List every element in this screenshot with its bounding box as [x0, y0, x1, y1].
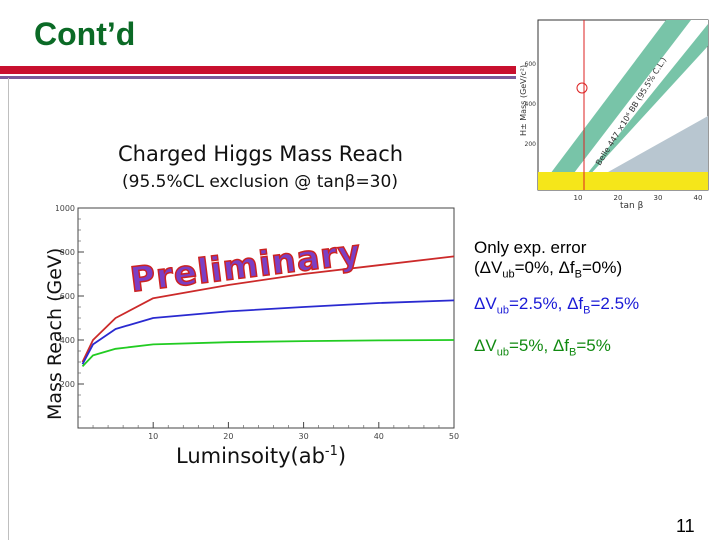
chart-subtitle-suffix: =30): [355, 172, 398, 192]
note-only-exp-line2: (ΔVub=0%, ΔfB=0%): [474, 258, 622, 284]
note-only-exp-close: =0%): [581, 258, 623, 277]
note-only-exp: Only exp. error (ΔVub=0%, ΔfB=0%): [474, 238, 622, 284]
inset-y-tick-label: 600: [525, 61, 537, 68]
x-tick-label: 30: [299, 432, 309, 440]
chart-subtitle-beta: β: [344, 172, 356, 192]
chart-subtitle: (95.5%CL exclusion @ tanβ=30): [122, 172, 398, 192]
x-tick-label: 10: [148, 432, 158, 440]
y-tick-label: 800: [60, 248, 75, 257]
note-blue-sub2: B: [583, 304, 591, 317]
series-line-1: [81, 255, 455, 363]
note-blue-a: ΔV: [474, 294, 497, 313]
note-green-b: =5%, Δf: [508, 336, 569, 355]
inset-plot: Belle 447 ×10⁶ BB (95.5% C.L.) H± Mass (…: [516, 16, 716, 212]
inset-ylabel: H± Mass (GeV/c²): [519, 65, 528, 136]
note-blue-c: =2.5%: [590, 294, 640, 313]
chart-subtitle-prefix: (95.5%CL exclusion @ tan: [122, 172, 345, 192]
note-green-sub1: ub: [496, 346, 509, 359]
series-line-2: [81, 299, 455, 365]
note-green-sub2: B: [568, 346, 577, 359]
chart-title: Charged Higgs Mass Reach: [118, 142, 404, 166]
note-blue-b: =2.5%, Δf: [508, 294, 584, 313]
chart-axes: [77, 207, 455, 429]
inset-marker-circle: [576, 82, 588, 94]
inset-yellow-band: [538, 172, 708, 190]
chart-y-ticks: 200 400 600 800 1000: [56, 204, 84, 418]
note-blue: ΔVub=2.5%, ΔfB=2.5%: [474, 294, 639, 320]
page-number: 11: [676, 516, 695, 536]
x-tick-label: 40: [374, 432, 384, 440]
note-only-exp-line1: Only exp. error: [474, 238, 587, 257]
note-only-exp-mid: =0%, Δf: [514, 258, 575, 277]
chart-xlabel: Luminsoity(ab-1): [176, 444, 346, 468]
inset-xlabel: tan β: [620, 201, 644, 211]
x-tick-label: 50: [449, 432, 459, 440]
chart-x-ticks: 10 20 30 40 50: [92, 422, 459, 440]
inset-y-tick-label: 400: [525, 101, 537, 108]
x-tick-label: 20: [223, 432, 233, 440]
plot-frame: [77, 207, 455, 429]
chart-series: [81, 255, 455, 368]
note-green-c: =5%: [576, 336, 611, 355]
header-red-bar: [0, 66, 520, 74]
note-only-exp-sub1: ub: [502, 268, 515, 281]
note-green-a: ΔV: [474, 336, 497, 355]
y-tick-label: 600: [60, 292, 75, 301]
y-tick-label: 400: [60, 336, 75, 345]
chart-xlabel-tail: ): [337, 444, 347, 468]
header-purple-bar: [0, 76, 520, 79]
inset-y-ticks: 200 400 600: [525, 61, 537, 148]
inset-y-tick-label: 200: [525, 141, 537, 148]
mass-reach-chart: 200 400 600 800 1000 10 20 30 40 50 Preliminary: [56, 204, 459, 440]
note-blue-sub1: ub: [496, 304, 509, 317]
preliminary-watermark: Preliminary: [128, 233, 363, 301]
inset-gray-region: [576, 116, 708, 190]
inset-x-ticks: 10 20 30 40: [574, 194, 703, 202]
chart-xlabel-sup: -1: [324, 444, 338, 459]
y-tick-label: 200: [60, 380, 75, 389]
note-green: ΔVub=5%, ΔfB=5%: [474, 336, 611, 362]
slide-title: Cont’d: [34, 16, 136, 52]
chart-xlabel-main: Luminsoity(ab: [176, 444, 325, 468]
series-line-3: [81, 339, 455, 368]
inset-x-tick-label: 40: [694, 194, 703, 202]
note-only-exp-open: (ΔV: [474, 258, 503, 277]
inset-x-tick-label: 10: [574, 194, 583, 202]
note-only-exp-sub2: B: [574, 268, 582, 281]
left-divider: [8, 78, 9, 540]
inset-x-tick-label: 30: [654, 194, 663, 202]
y-tick-label: 1000: [56, 204, 75, 213]
inset-x-tick-label: 20: [614, 194, 623, 202]
